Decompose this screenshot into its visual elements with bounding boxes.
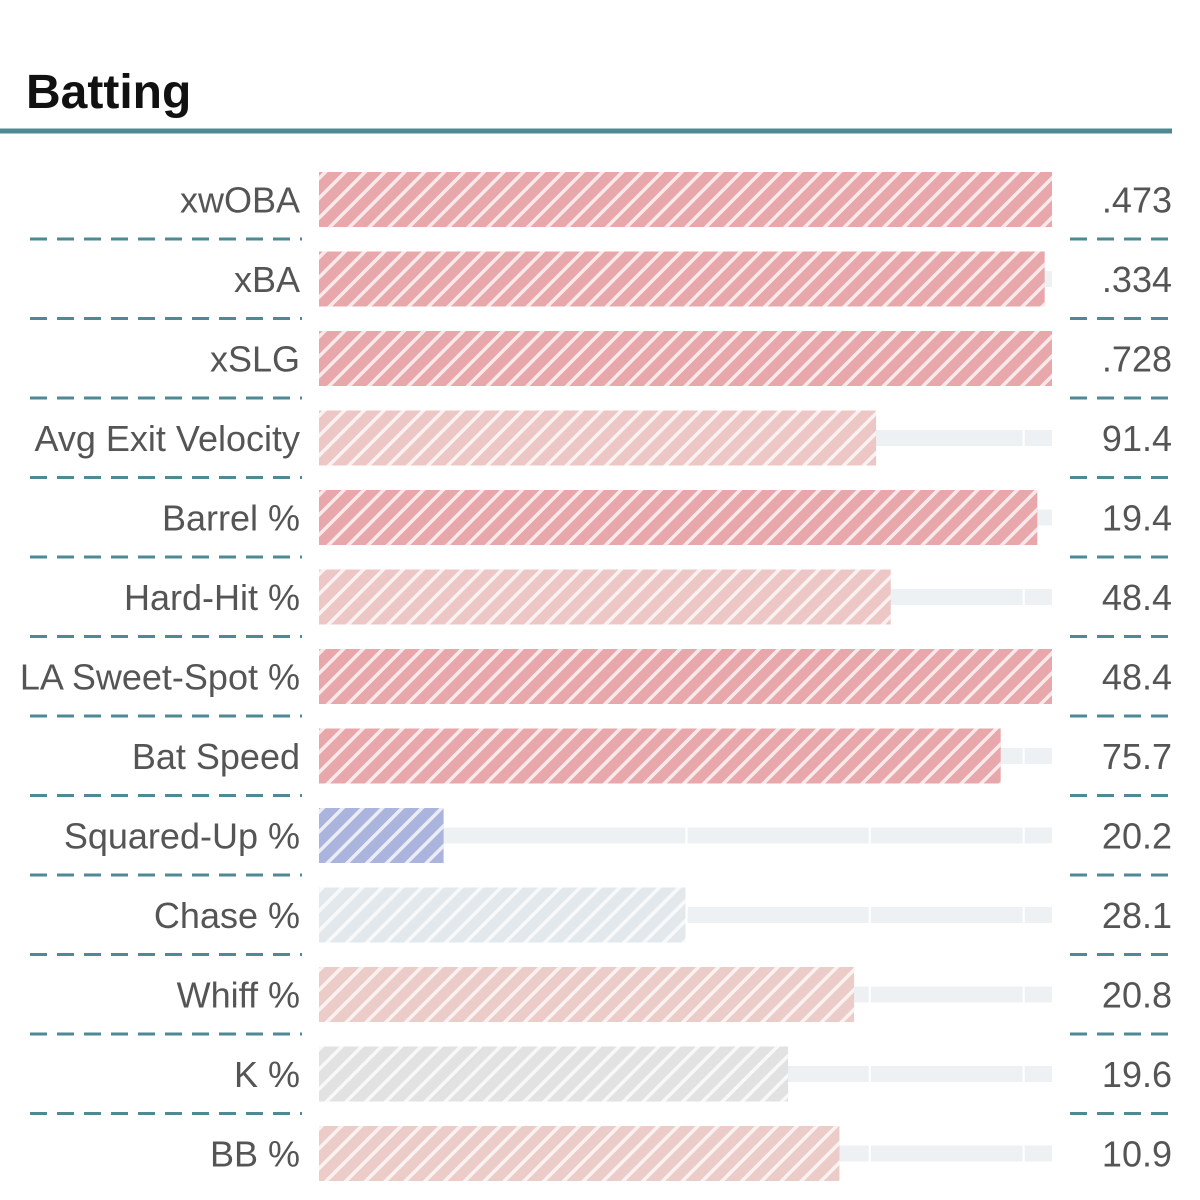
bar-hatch bbox=[319, 251, 1045, 307]
track-guide bbox=[1022, 907, 1025, 923]
chart-row: BB % 10.9 bbox=[210, 1126, 1172, 1181]
chart-row: Avg Exit Velocity 91.4 bbox=[30, 410, 1172, 479]
chart-row: xwOBA .473 bbox=[30, 172, 1172, 241]
chart-title: Batting bbox=[26, 66, 191, 119]
track-guide bbox=[868, 986, 871, 1003]
bar-hatch bbox=[319, 569, 891, 625]
value-label: 28.1 bbox=[1102, 895, 1172, 936]
category-label: BB % bbox=[210, 1134, 300, 1175]
value-label: 19.4 bbox=[1102, 498, 1172, 539]
value-label: 75.7 bbox=[1102, 736, 1172, 777]
bar-hatch bbox=[319, 172, 1052, 227]
value-label: 91.4 bbox=[1102, 418, 1172, 459]
track-guide bbox=[868, 827, 871, 844]
value-label: 48.4 bbox=[1102, 577, 1172, 618]
bar-hatch bbox=[319, 728, 1001, 784]
chart-row: Chase % 28.1 bbox=[30, 887, 1172, 956]
value-label: 10.9 bbox=[1102, 1134, 1172, 1175]
category-label: Squared-Up % bbox=[64, 816, 300, 857]
value-label: 19.6 bbox=[1102, 1054, 1172, 1095]
track-guide bbox=[868, 1145, 871, 1162]
chart-row: Bat Speed 75.7 bbox=[30, 728, 1172, 797]
track-guide bbox=[685, 907, 688, 923]
chart-row: Barrel % 19.4 bbox=[30, 490, 1172, 559]
category-label: Whiff % bbox=[177, 975, 300, 1016]
bar-hatch bbox=[319, 808, 444, 863]
chart-row: Squared-Up % 20.2 bbox=[30, 808, 1172, 877]
value-label: .728 bbox=[1102, 339, 1172, 380]
chart-row: LA Sweet-Spot % 48.4 bbox=[20, 649, 1172, 718]
value-label: 20.2 bbox=[1102, 816, 1172, 857]
category-label: xwOBA bbox=[180, 180, 300, 221]
value-label: .473 bbox=[1102, 180, 1172, 221]
track-guide bbox=[868, 907, 871, 923]
bar-hatch bbox=[319, 649, 1052, 704]
track-guide bbox=[1022, 589, 1025, 605]
chart-row: Hard-Hit % 48.4 bbox=[30, 569, 1172, 638]
bar-hatch bbox=[319, 410, 877, 466]
category-label: xSLG bbox=[210, 339, 300, 380]
category-label: Chase % bbox=[154, 895, 300, 936]
track-guide bbox=[1022, 748, 1025, 764]
track-guide bbox=[1022, 1145, 1025, 1162]
track-guide bbox=[1022, 827, 1025, 844]
value-label: 20.8 bbox=[1102, 975, 1172, 1016]
category-label: LA Sweet-Spot % bbox=[20, 657, 300, 698]
bar-hatch bbox=[319, 1046, 789, 1102]
category-label: Avg Exit Velocity bbox=[35, 418, 300, 459]
bar-hatch bbox=[319, 887, 686, 943]
value-label: 48.4 bbox=[1102, 657, 1172, 698]
track-guide bbox=[1022, 430, 1025, 446]
bar-hatch bbox=[319, 967, 855, 1022]
bar-hatch bbox=[319, 331, 1052, 386]
chart-row: K % 19.6 bbox=[30, 1046, 1172, 1115]
chart-rows: xwOBA .473 xBA .334 xSLG .728 Avg Exit Velocit… bbox=[20, 172, 1172, 1181]
bar-hatch bbox=[319, 490, 1038, 545]
track-guide bbox=[1022, 1066, 1025, 1082]
chart-row: xBA .334 bbox=[30, 251, 1172, 320]
bar-hatch bbox=[319, 1126, 840, 1181]
chart-row: xSLG .728 bbox=[30, 331, 1172, 400]
category-label: xBA bbox=[234, 259, 300, 300]
category-label: Hard-Hit % bbox=[124, 577, 300, 618]
category-label: K % bbox=[234, 1054, 300, 1095]
track-guide bbox=[685, 827, 688, 844]
track-guide bbox=[868, 1066, 871, 1082]
category-label: Barrel % bbox=[162, 498, 300, 539]
track-guide bbox=[1022, 986, 1025, 1003]
value-label: .334 bbox=[1102, 259, 1172, 300]
category-label: Bat Speed bbox=[132, 736, 300, 777]
chart-row: Whiff % 20.8 bbox=[30, 967, 1172, 1036]
